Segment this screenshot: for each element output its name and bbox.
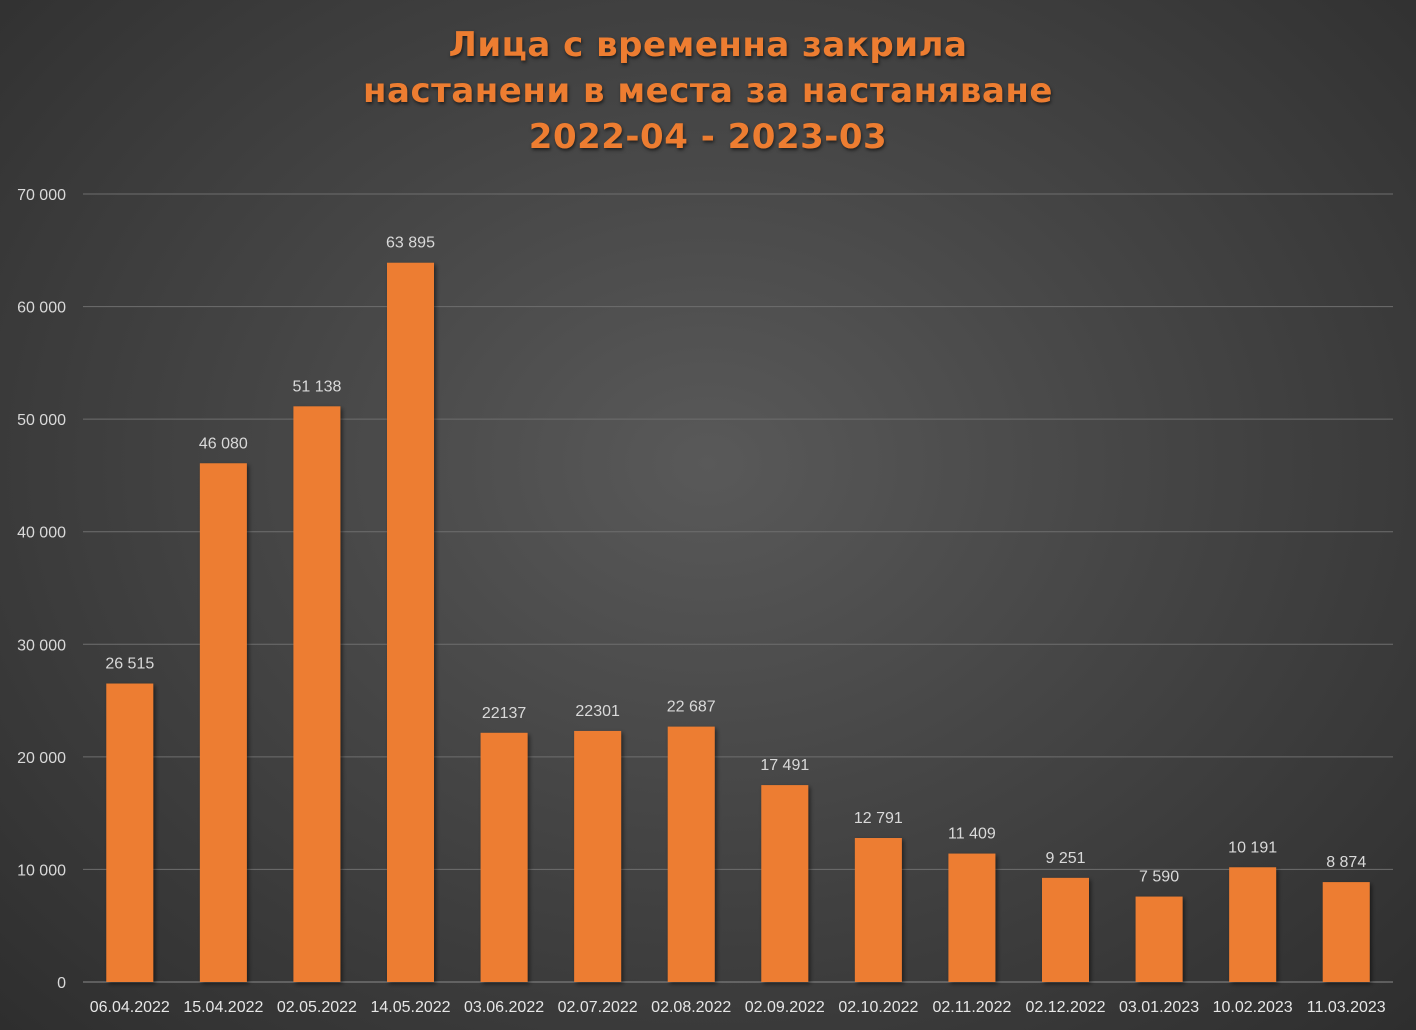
y-tick-label: 70 000 bbox=[17, 187, 66, 204]
x-tick-label: 02.12.2022 bbox=[1025, 999, 1105, 1016]
x-tick-label: 11.03.2023 bbox=[1307, 999, 1386, 1016]
y-tick-label: 20 000 bbox=[17, 750, 66, 767]
bar bbox=[948, 853, 996, 982]
chart-title-line-3: 2022-04 - 2023-03 bbox=[528, 117, 888, 157]
chart-title-line-1: Лица с временна закрила bbox=[448, 25, 968, 65]
y-tick-label: 30 000 bbox=[17, 637, 66, 654]
bar bbox=[1322, 882, 1370, 982]
bar bbox=[387, 262, 434, 982]
chart-title: Лица с временна закрила настанени в мест… bbox=[0, 22, 1416, 160]
bar bbox=[1229, 867, 1277, 982]
x-tick-label: 02.11.2022 bbox=[932, 999, 1011, 1016]
x-tick-label: 02.09.2022 bbox=[745, 999, 825, 1016]
bar bbox=[574, 730, 622, 982]
data-label: 22301 bbox=[575, 703, 620, 720]
data-label: 51 138 bbox=[292, 378, 341, 395]
chart-title-line-2: настанени в места за настаняване bbox=[363, 71, 1053, 111]
bar bbox=[854, 838, 902, 982]
y-tick-label: 10 000 bbox=[17, 862, 66, 879]
data-label: 8 874 bbox=[1326, 854, 1366, 871]
y-tick-label: 50 000 bbox=[17, 412, 66, 429]
data-label: 12 791 bbox=[854, 810, 903, 827]
data-label: 22 687 bbox=[667, 699, 716, 716]
data-label: 17 491 bbox=[760, 757, 809, 774]
bar bbox=[199, 463, 247, 982]
y-tick-label: 60 000 bbox=[17, 300, 66, 317]
x-tick-label: 03.01.2023 bbox=[1119, 999, 1199, 1016]
data-label: 9 251 bbox=[1045, 850, 1085, 867]
data-label: 7 590 bbox=[1139, 869, 1179, 886]
x-tick-label: 03.06.2022 bbox=[464, 999, 544, 1016]
data-label: 11 409 bbox=[948, 826, 996, 843]
data-label: 26 515 bbox=[105, 656, 154, 673]
bar bbox=[1135, 896, 1183, 982]
y-tick-label: 0 bbox=[57, 975, 66, 992]
x-tick-label: 02.08.2022 bbox=[651, 999, 731, 1016]
data-label: 63 895 bbox=[386, 235, 435, 252]
x-tick-label: 06.04.2022 bbox=[90, 999, 170, 1016]
x-tick-label: 02.05.2022 bbox=[277, 999, 357, 1016]
bar bbox=[480, 732, 528, 982]
bar bbox=[1042, 877, 1089, 982]
data-label: 10 191 bbox=[1228, 839, 1277, 856]
x-tick-label: 02.10.2022 bbox=[838, 999, 918, 1016]
bar bbox=[667, 726, 715, 982]
bar bbox=[761, 785, 809, 982]
data-label: 22137 bbox=[482, 705, 527, 722]
bar bbox=[293, 406, 341, 982]
bar bbox=[106, 683, 154, 982]
x-tick-label: 15.04.2022 bbox=[183, 999, 263, 1016]
data-label: 46 080 bbox=[199, 435, 248, 452]
y-tick-label: 40 000 bbox=[17, 525, 66, 542]
x-tick-label: 14.05.2022 bbox=[370, 999, 450, 1016]
x-tick-label: 10.02.2023 bbox=[1213, 999, 1293, 1016]
x-tick-label: 02.07.2022 bbox=[558, 999, 638, 1016]
